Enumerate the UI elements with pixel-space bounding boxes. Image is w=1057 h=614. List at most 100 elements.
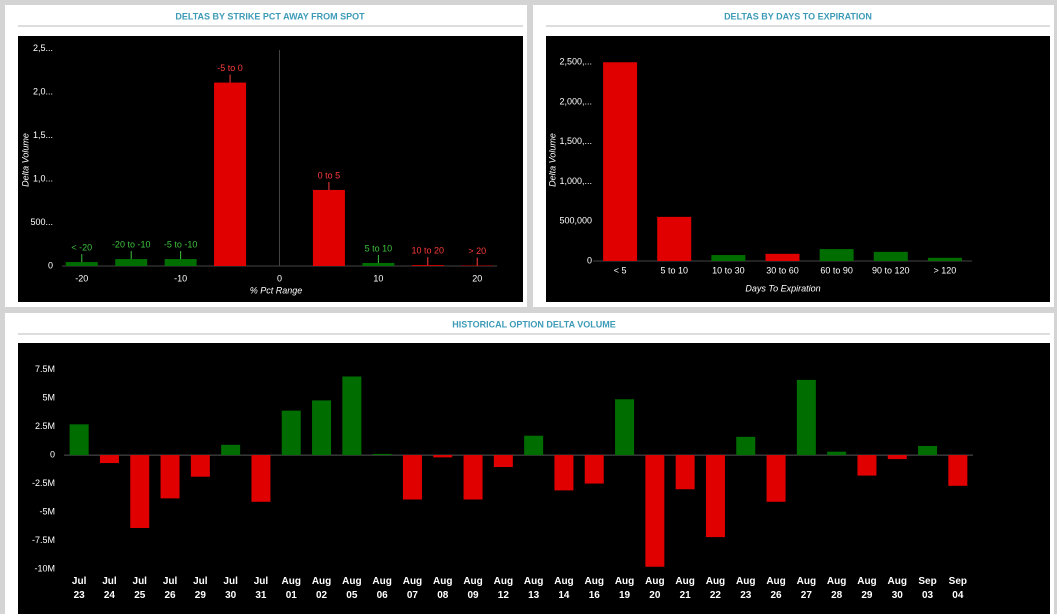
data-label: 10 to 20 — [412, 246, 445, 256]
bar — [827, 451, 847, 456]
bar — [615, 399, 635, 456]
x-tick-label: Aug 05 — [342, 576, 361, 601]
bar — [796, 379, 816, 456]
bar — [281, 410, 301, 456]
bar — [342, 376, 362, 456]
x-tick-label: Aug 22 — [706, 576, 725, 601]
x-tick-label: Aug 06 — [372, 576, 391, 601]
x-tick-label: 5 to 10 — [660, 265, 688, 275]
bar — [160, 455, 180, 499]
x-tick-label: Jul 24 — [102, 576, 117, 601]
x-tick-label: Sep 03 — [918, 576, 936, 601]
plot-area — [18, 343, 1050, 614]
y-tick-label: 500,000 — [559, 216, 592, 226]
bar — [99, 455, 119, 464]
x-tick-label: Aug 26 — [766, 576, 785, 601]
bar — [312, 400, 332, 456]
y-tick-label: 1,000,... — [559, 176, 592, 186]
y-tick-label: -2.5M — [32, 478, 55, 488]
x-tick-label: -10 — [174, 273, 187, 283]
bar — [190, 455, 210, 477]
data-label: -5 to 0 — [217, 63, 243, 73]
bar — [819, 249, 854, 261]
x-tick-label: Aug 14 — [554, 576, 573, 601]
y-tick-label: 0 — [50, 449, 55, 459]
y-axis-title: Delta Volume — [20, 133, 30, 187]
bar — [711, 255, 746, 261]
x-tick-label: Jul 26 — [163, 576, 178, 601]
bar — [115, 259, 148, 266]
y-tick-label: 5M — [42, 392, 55, 402]
x-tick-label: Jul 23 — [72, 576, 87, 601]
x-tick-label: Jul 31 — [254, 576, 269, 601]
x-tick-label: Jul 30 — [223, 576, 238, 601]
bar — [493, 455, 513, 468]
x-tick-label: Aug 20 — [645, 576, 664, 601]
bar — [402, 455, 422, 500]
bar — [251, 455, 271, 502]
y-tick-label: 2,500,... — [559, 57, 592, 67]
bar — [164, 259, 197, 266]
chart-title: HISTORICAL OPTION DELTA VOLUME — [452, 319, 616, 329]
data-label: < -20 — [71, 242, 92, 252]
x-tick-label: Aug 09 — [463, 576, 482, 601]
y-tick-label: 7.5M — [35, 364, 55, 374]
plot-area — [18, 36, 523, 302]
bar — [927, 257, 962, 261]
y-tick-label: 1,0... — [33, 173, 53, 183]
x-tick-label: Aug 02 — [312, 576, 331, 601]
bar — [887, 455, 907, 460]
x-axis-title: % Pct Range — [250, 285, 303, 295]
bar — [603, 62, 638, 262]
data-label: -5 to -10 — [164, 239, 198, 249]
bar — [221, 444, 241, 456]
bar — [873, 251, 908, 261]
bar — [433, 455, 453, 458]
y-tick-label: 1,5... — [33, 130, 53, 140]
data-label: 5 to 10 — [365, 243, 393, 253]
x-tick-label: Aug 16 — [585, 576, 604, 601]
y-tick-label: 0 — [48, 260, 53, 270]
x-tick-label: Aug 07 — [403, 576, 422, 601]
bar — [675, 455, 695, 490]
bar — [765, 253, 800, 261]
y-tick-label: 2,000,... — [559, 96, 592, 106]
x-tick-label: < 5 — [614, 265, 627, 275]
y-tick-label: -5M — [40, 506, 56, 516]
y-axis-title: Delta Volume — [547, 133, 557, 187]
x-tick-label: > 120 — [934, 265, 957, 275]
bar — [766, 455, 786, 502]
bar — [69, 424, 89, 456]
bar — [411, 265, 444, 266]
bar — [312, 189, 345, 266]
x-tick-label: 90 to 120 — [872, 265, 910, 275]
bar — [657, 216, 692, 261]
bar — [214, 82, 247, 266]
bar — [857, 455, 877, 476]
x-tick-label: Aug 19 — [615, 576, 634, 601]
x-tick-label: Aug 01 — [282, 576, 301, 601]
bar — [948, 455, 968, 486]
chart-title: DELTAS BY STRIKE PCT AWAY FROM SPOT — [175, 11, 365, 21]
x-tick-label: Aug 21 — [675, 576, 694, 601]
bar — [705, 455, 725, 538]
bar — [130, 455, 150, 528]
y-tick-label: 2,0... — [33, 87, 53, 97]
y-tick-label: -7.5M — [32, 535, 55, 545]
x-tick-label: 20 — [472, 273, 482, 283]
bar — [918, 445, 938, 456]
x-tick-label: 10 to 30 — [712, 265, 745, 275]
bar — [524, 435, 544, 456]
data-label: 0 to 5 — [318, 170, 341, 180]
y-tick-label: 0 — [587, 255, 592, 265]
bar — [584, 455, 604, 484]
x-tick-label: -20 — [75, 273, 88, 283]
x-tick-label: Jul 29 — [193, 576, 208, 601]
x-tick-label: Aug 08 — [433, 576, 452, 601]
bar — [65, 262, 98, 266]
y-tick-label: 2,5... — [33, 43, 53, 53]
x-tick-label: Aug 28 — [827, 576, 846, 601]
y-tick-label: 500... — [30, 217, 53, 227]
